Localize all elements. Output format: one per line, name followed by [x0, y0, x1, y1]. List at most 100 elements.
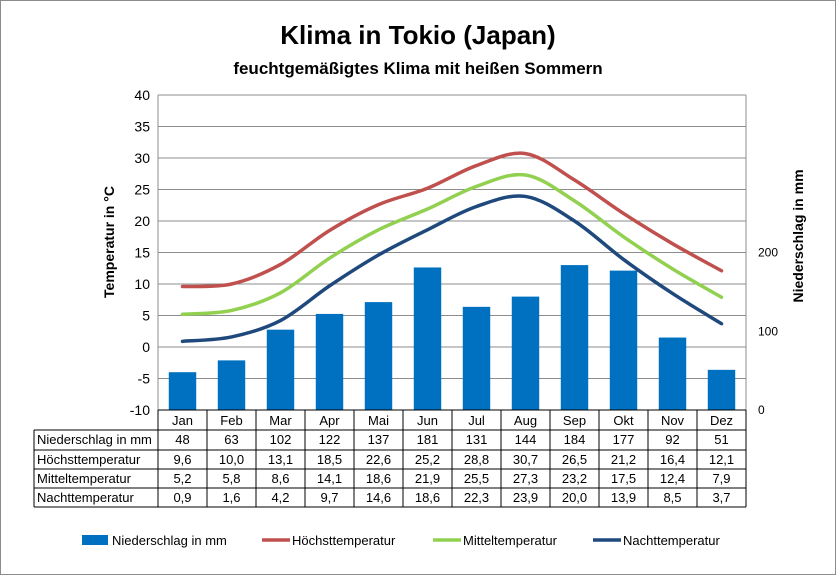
table-cell: 9,7: [320, 490, 338, 505]
y-tick-label: 30: [134, 150, 150, 166]
table-cell: 26,5: [562, 452, 587, 467]
x-tick-label: Nov: [661, 413, 685, 428]
chart-subtitle: feuchtgemäßigtes Klima mit heißen Sommer…: [233, 59, 603, 78]
y2-tick-label: 100: [758, 324, 778, 338]
table-cell: 14,6: [366, 490, 391, 505]
table-row-label: Niederschlag in mm: [37, 432, 152, 447]
x-tick-label: Okt: [613, 413, 634, 428]
table-cell: 12,1: [709, 452, 734, 467]
table-cell: 63: [224, 432, 238, 447]
table-row-label: Nachttemperatur: [37, 490, 134, 505]
table-cell: 177: [613, 432, 635, 447]
table-cell: 20,0: [562, 490, 587, 505]
table-cell: 184: [564, 432, 586, 447]
table-cell: 0,9: [173, 490, 191, 505]
precipitation-bar: [315, 313, 344, 410]
table-cell: 18,5: [317, 452, 342, 467]
chart-title: Klima in Tokio (Japan): [280, 20, 556, 50]
table-cell: 17,5: [611, 471, 636, 486]
y-tick-label: 0: [142, 339, 150, 355]
table-cell: 22,6: [366, 452, 391, 467]
gridlines: [158, 94, 746, 411]
table-cell: 7,9: [712, 471, 730, 486]
y-axis-title: Temperatur in °C: [101, 186, 117, 298]
table-cell: 12,4: [660, 471, 685, 486]
precipitation-bar: [168, 372, 197, 410]
legend-swatch: [82, 535, 108, 545]
table-cell: 23,9: [513, 490, 538, 505]
y-tick-label: 10: [134, 276, 150, 292]
precipitation-bar: [364, 302, 393, 410]
table-cell: 5,8: [222, 471, 240, 486]
table-cell: 92: [665, 432, 679, 447]
x-tick-label: Mar: [269, 413, 292, 428]
precipitation-bar: [511, 296, 540, 410]
precipitation-bar: [707, 369, 736, 410]
table-cell: 122: [319, 432, 341, 447]
precipitation-bar: [413, 267, 442, 410]
legend-label: Nachttemperatur: [623, 533, 720, 548]
table-cell: 144: [515, 432, 537, 447]
precipitation-bar: [217, 360, 246, 410]
table-cell: 22,3: [464, 490, 489, 505]
table-cell: 14,1: [317, 471, 342, 486]
table-cell: 13,9: [611, 490, 636, 505]
y-tick-label: 25: [134, 182, 150, 198]
y-tick-label: 5: [142, 308, 150, 324]
y2-axis-title: Niederschlag in mm: [790, 169, 806, 302]
x-tick-label: Jul: [468, 413, 485, 428]
table-cell: 102: [270, 432, 292, 447]
table-cell: 18,6: [366, 471, 391, 486]
y2-tick-label: 200: [758, 246, 778, 260]
precipitation-bar: [609, 270, 638, 410]
table-cell: 131: [466, 432, 488, 447]
precipitation-bar: [462, 306, 491, 410]
x-tick-label: Feb: [220, 413, 242, 428]
table-cell: 48: [175, 432, 189, 447]
table-cell: 3,7: [712, 490, 730, 505]
table-cell: 51: [714, 432, 728, 447]
table-cell: 1,6: [222, 490, 240, 505]
table-cell: 9,6: [173, 452, 191, 467]
table-cell: 137: [368, 432, 390, 447]
y-tick-label: -5: [138, 371, 151, 387]
x-tick-label: Apr: [319, 413, 340, 428]
y-tick-label: 40: [134, 87, 150, 103]
precipitation-bar: [560, 265, 589, 410]
y-tick-label: 15: [134, 245, 150, 261]
x-tick-label: Sep: [563, 413, 586, 428]
table-cell: 4,2: [271, 490, 289, 505]
precipitation-bar: [266, 329, 295, 410]
y2-tick-label: 0: [758, 403, 765, 417]
night-temperature-line: [180, 194, 724, 344]
precipitation-bar: [658, 337, 687, 410]
x-tick-label: Dez: [710, 413, 733, 428]
y-tick-label: 35: [134, 119, 150, 135]
table-cell: 21,9: [415, 471, 440, 486]
table-cell: 18,6: [415, 490, 440, 505]
precipitation-bars: [168, 265, 736, 410]
y-tick-label: 20: [134, 213, 150, 229]
table-cell: 8,5: [663, 490, 681, 505]
temperature-lines: [180, 151, 724, 344]
table-cell: 13,1: [268, 452, 293, 467]
x-tick-label: Jan: [172, 413, 193, 428]
table-row-label: Mitteltemperatur: [37, 471, 132, 486]
table-cell: 25,5: [464, 471, 489, 486]
x-tick-label: Jun: [417, 413, 438, 428]
legend-label: Höchsttemperatur: [292, 533, 396, 548]
table-cell: 21,2: [611, 452, 636, 467]
table-cell: 27,3: [513, 471, 538, 486]
table-row-label: Höchsttemperatur: [37, 452, 141, 467]
mean-temperature-line: [180, 172, 724, 316]
table-cell: 16,4: [660, 452, 685, 467]
table-cell: 5,2: [173, 471, 191, 486]
table-cell: 25,2: [415, 452, 440, 467]
table-cell: 10,0: [219, 452, 244, 467]
axes: -10 -5 0 5 10 15 20 25 30 35 40 0 100 200 Temperatur i…: [101, 87, 806, 418]
legend-label: Niederschlag in mm: [112, 533, 227, 548]
table-cell: 30,7: [513, 452, 538, 467]
table-cell: 28,8: [464, 452, 489, 467]
y-tick-label: -10: [130, 402, 150, 418]
